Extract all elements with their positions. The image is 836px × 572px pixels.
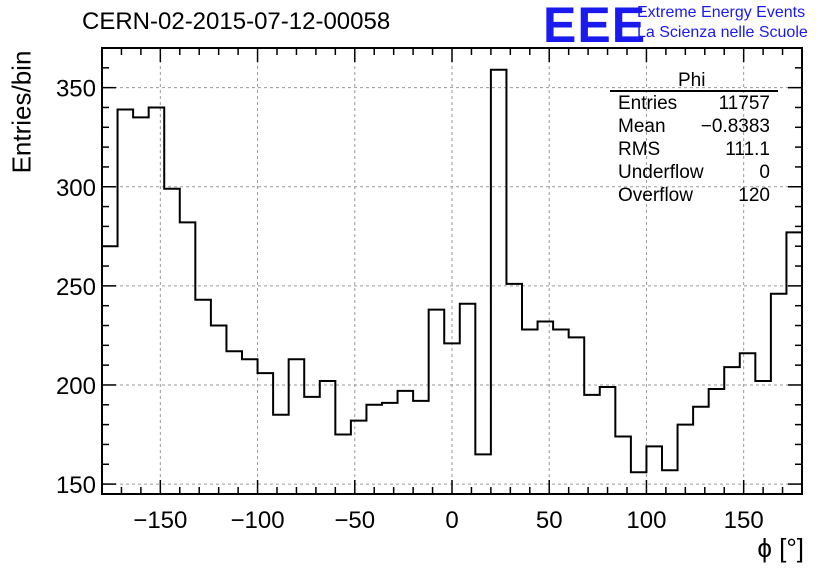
histogram-bin — [709, 389, 725, 494]
histogram-bin — [366, 405, 382, 494]
histogram-bin — [615, 437, 631, 494]
axis-ticks — [101, 47, 803, 494]
chart-title: CERN-02-2015-07-12-00058 — [82, 8, 391, 35]
histogram-bin — [149, 107, 165, 494]
histogram-bin — [553, 329, 569, 494]
histogram-bin — [662, 470, 678, 494]
stats-value: −0.8383 — [700, 116, 770, 137]
eee-logo: EEE — [543, 0, 647, 53]
histogram-step-line — [102, 68, 803, 474]
x-tick-labels: −150 −100 −50 0 50 100 150 — [133, 507, 763, 534]
stats-divider — [610, 90, 778, 92]
stats-row-underflow: Underflow 0 — [618, 162, 770, 184]
stats-value: 120 — [738, 185, 770, 206]
histogram-bin — [289, 359, 305, 494]
y-tick-label: 150 — [56, 472, 96, 499]
histogram-bin — [398, 391, 414, 494]
histogram-bin — [475, 454, 491, 494]
y-tick-label: 200 — [56, 373, 96, 400]
histogram-bin — [273, 415, 289, 494]
stats-label: Overflow — [618, 185, 693, 206]
x-axis-label: ϕ [°] — [757, 533, 804, 563]
logo-subtitle-line1: Extreme Energy Events — [637, 4, 806, 21]
stats-value: 0 — [759, 162, 770, 183]
x-tick-label: 50 — [536, 507, 563, 534]
y-tick-label: 300 — [56, 175, 96, 202]
histogram-bin — [771, 294, 787, 494]
histogram-bin — [569, 337, 585, 494]
histogram-bin — [335, 435, 351, 494]
histogram-bin — [195, 300, 211, 494]
stats-value: 11757 — [718, 93, 770, 114]
histogram-bin — [102, 246, 118, 494]
x-tick-label: 100 — [626, 507, 666, 534]
histogram-bin — [693, 407, 709, 494]
histogram-bin — [600, 387, 616, 494]
stats-row-rms: RMS 111.1 — [618, 139, 770, 161]
x-tick-label: −100 — [231, 507, 285, 534]
histogram-bin — [786, 232, 802, 494]
stats-label: Mean — [618, 116, 666, 137]
y-tick-label: 350 — [56, 76, 96, 103]
histogram-bin — [444, 343, 460, 494]
histogram-bin — [724, 367, 740, 494]
histogram-bin — [631, 472, 647, 494]
histogram-bin — [755, 381, 771, 494]
histogram-bin — [133, 117, 149, 494]
histogram-bin — [258, 373, 274, 494]
histogram-bin — [226, 351, 242, 494]
x-tick-label: 150 — [724, 507, 764, 534]
histogram-bin — [678, 425, 694, 494]
stats-label: Underflow — [618, 162, 704, 183]
histogram-bin — [351, 421, 367, 494]
histogram-bin — [584, 395, 600, 494]
stats-title: Phi — [678, 70, 706, 91]
stats-label: RMS — [618, 139, 661, 160]
histogram-bin — [740, 353, 756, 494]
histogram-bin — [506, 284, 522, 494]
histogram-bin — [180, 222, 196, 494]
x-tick-label: −150 — [133, 507, 187, 534]
histogram-bin — [164, 189, 180, 494]
histogram-bin — [413, 401, 429, 494]
histogram-bin — [382, 403, 398, 494]
x-tick-label: 0 — [445, 507, 458, 534]
y-axis-label: Entries/bin — [6, 50, 37, 174]
histogram-bin — [460, 304, 476, 494]
histogram-bin — [429, 310, 445, 494]
stats-row-overflow: Overflow 120 — [618, 185, 770, 207]
histogram-bin — [491, 70, 507, 494]
logo-subtitle-line2: La Scienza nelle Scuole — [637, 24, 808, 41]
y-tick-label: 250 — [56, 274, 96, 301]
histogram-bin — [211, 326, 227, 494]
y-tick-labels: 150 200 250 300 350 — [56, 76, 96, 499]
histogram-bin — [522, 329, 538, 494]
stats-row-mean: Mean −0.8383 — [618, 116, 770, 138]
histogram-bin — [538, 322, 554, 494]
stats-value: 111.1 — [725, 139, 770, 160]
histogram-bin — [242, 359, 258, 494]
histogram-bin — [304, 397, 320, 494]
histogram-bin — [118, 109, 134, 494]
x-tick-label: −50 — [334, 507, 375, 534]
stats-row-entries: Entries 11757 — [618, 93, 770, 115]
stats-label: Entries — [618, 93, 678, 114]
histogram-bin — [320, 381, 336, 494]
histogram-bin — [646, 446, 662, 494]
